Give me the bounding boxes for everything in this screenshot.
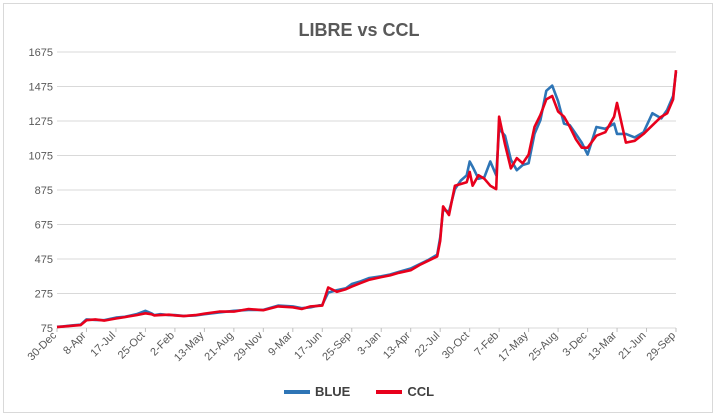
- x-tick-label: 29-Nov: [232, 329, 266, 363]
- x-tick-label: 8-Apr: [61, 329, 89, 357]
- chart-title: LIBRE vs CCL: [298, 20, 420, 40]
- y-tick-label: 275: [35, 289, 53, 301]
- x-tick-label: 21-Aug: [202, 330, 236, 364]
- x-tick-label: 25-Oct: [116, 330, 148, 362]
- x-tick-label: 29-Sep: [645, 330, 679, 364]
- x-tick-label: 17-May: [496, 329, 531, 364]
- y-tick-label: 1475: [29, 82, 53, 94]
- y-tick-label: 875: [35, 185, 53, 197]
- series-line-ccl: [56, 69, 678, 329]
- legend-item-ccl: CCL: [376, 384, 434, 399]
- x-tick-label: 9-Mar: [266, 329, 295, 358]
- x-tick-label: 13-May: [172, 329, 207, 364]
- y-tick-label: 1075: [29, 151, 53, 163]
- x-tick-label: 25-Aug: [527, 330, 561, 364]
- y-tick-label: 75: [41, 323, 53, 335]
- series-line-blue: [56, 71, 678, 329]
- legend: BLUE CCL: [0, 384, 718, 399]
- y-tick-label: 475: [35, 254, 53, 266]
- chart-frame: [3, 3, 713, 413]
- legend-label-ccl: CCL: [407, 384, 435, 399]
- x-tick-label: 21-Jun: [616, 330, 648, 362]
- y-tick-label: 1675: [29, 47, 53, 59]
- x-tick-label: 17-Jun: [292, 330, 324, 362]
- legend-swatch-blue: [283, 389, 310, 394]
- x-tick-label: 17-Jul: [88, 330, 118, 360]
- y-tick-label: 675: [35, 220, 53, 232]
- y-tick-label: 1275: [29, 116, 53, 128]
- x-tick-label: 3-Jan: [355, 330, 383, 358]
- x-tick-label: 30-Oct: [440, 330, 472, 362]
- legend-item-blue: BLUE: [283, 384, 351, 399]
- x-tick-label: 22-Jul: [413, 330, 443, 360]
- x-tick-label: 13-Apr: [381, 329, 413, 361]
- legend-swatch-ccl: [376, 389, 403, 394]
- x-tick-label: 25-Sep: [320, 330, 354, 364]
- x-tick-label: 13-Mar: [586, 329, 619, 362]
- legend-label-blue: BLUE: [314, 384, 351, 399]
